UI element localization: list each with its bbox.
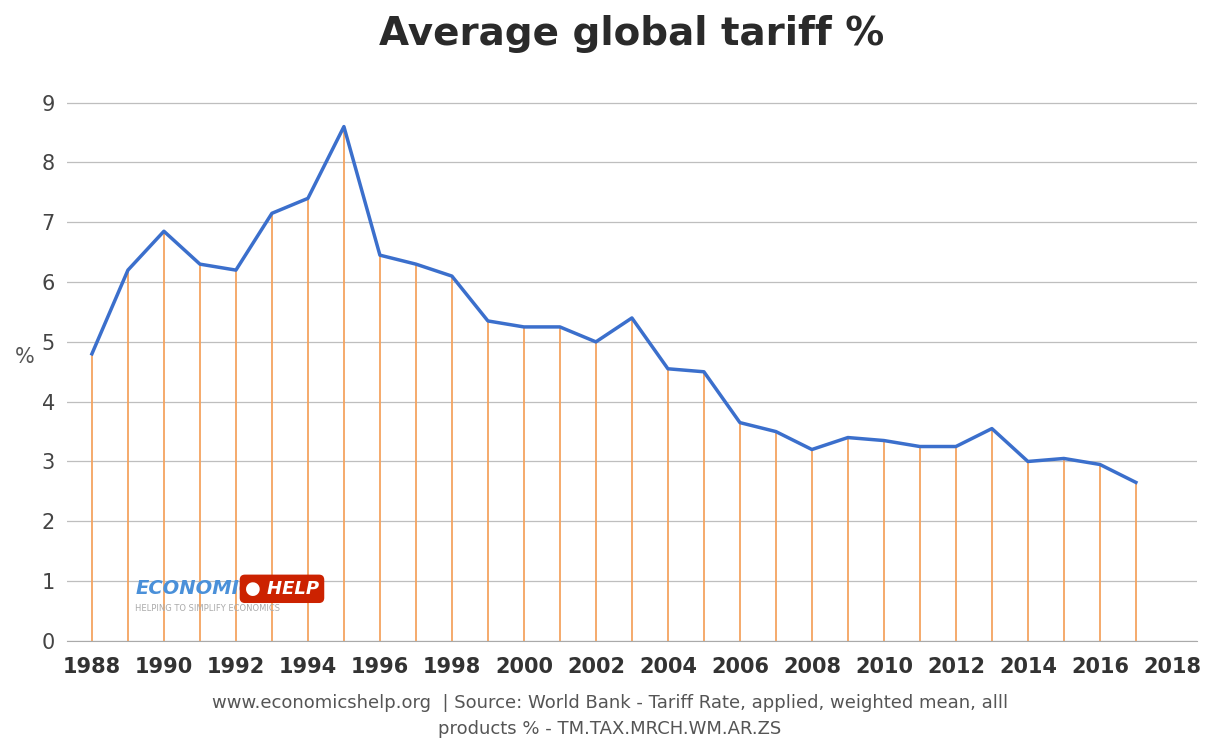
Text: ● HELP: ● HELP [245, 580, 320, 598]
Title: Average global tariff %: Average global tariff % [379, 15, 884, 53]
Text: ECONOMICS: ECONOMICS [135, 579, 266, 598]
Y-axis label: %: % [15, 347, 34, 367]
Text: www.economicshelp.org  | Source: World Bank - Tariff Rate, applied, weighted mea: www.economicshelp.org | Source: World Ba… [212, 694, 1008, 738]
Text: HELPING TO SIMPLIFY ECONOMICS: HELPING TO SIMPLIFY ECONOMICS [135, 604, 281, 613]
